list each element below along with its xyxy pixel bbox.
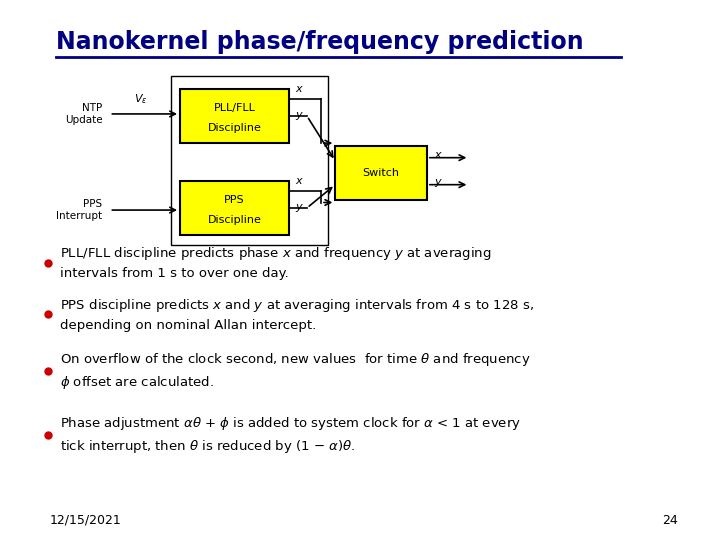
Text: y: y [434,177,441,187]
Text: Discipline: Discipline [207,215,261,225]
Text: Interrupt: Interrupt [56,211,102,221]
Text: NTP: NTP [82,103,102,113]
Text: $V_\varepsilon$: $V_\varepsilon$ [135,92,148,106]
Text: 12/15/2021: 12/15/2021 [50,514,121,526]
FancyBboxPatch shape [180,181,289,235]
Text: x: x [295,176,302,186]
Text: PPS: PPS [225,195,245,205]
Text: y: y [295,201,302,212]
Text: Phase adjustment $\alpha\theta$ + $\phi$ is added to system clock for $\alpha$ <: Phase adjustment $\alpha\theta$ + $\phi$… [60,415,521,455]
Text: Nanokernel phase/frequency prediction: Nanokernel phase/frequency prediction [56,30,584,53]
Text: y: y [295,110,302,120]
Text: PLL/FLL discipline predicts phase $x$ and frequency $y$ at averaging
intervals f: PLL/FLL discipline predicts phase $x$ an… [60,246,491,280]
Text: PLL/FLL: PLL/FLL [214,103,256,113]
Text: On overflow of the clock second, new values  for time $\theta$ and frequency
$\p: On overflow of the clock second, new val… [60,351,531,391]
Text: Update: Update [65,115,102,125]
FancyBboxPatch shape [180,89,289,143]
Text: PPS discipline predicts $x$ and $y$ at averaging intervals from 4 s to 128 s,
de: PPS discipline predicts $x$ and $y$ at a… [60,297,534,332]
FancyBboxPatch shape [336,146,427,200]
Text: x: x [295,84,302,94]
Text: Switch: Switch [363,168,400,178]
Text: x: x [434,150,441,160]
Text: Discipline: Discipline [207,123,261,133]
Text: 24: 24 [662,514,678,526]
Text: PPS: PPS [84,199,102,209]
